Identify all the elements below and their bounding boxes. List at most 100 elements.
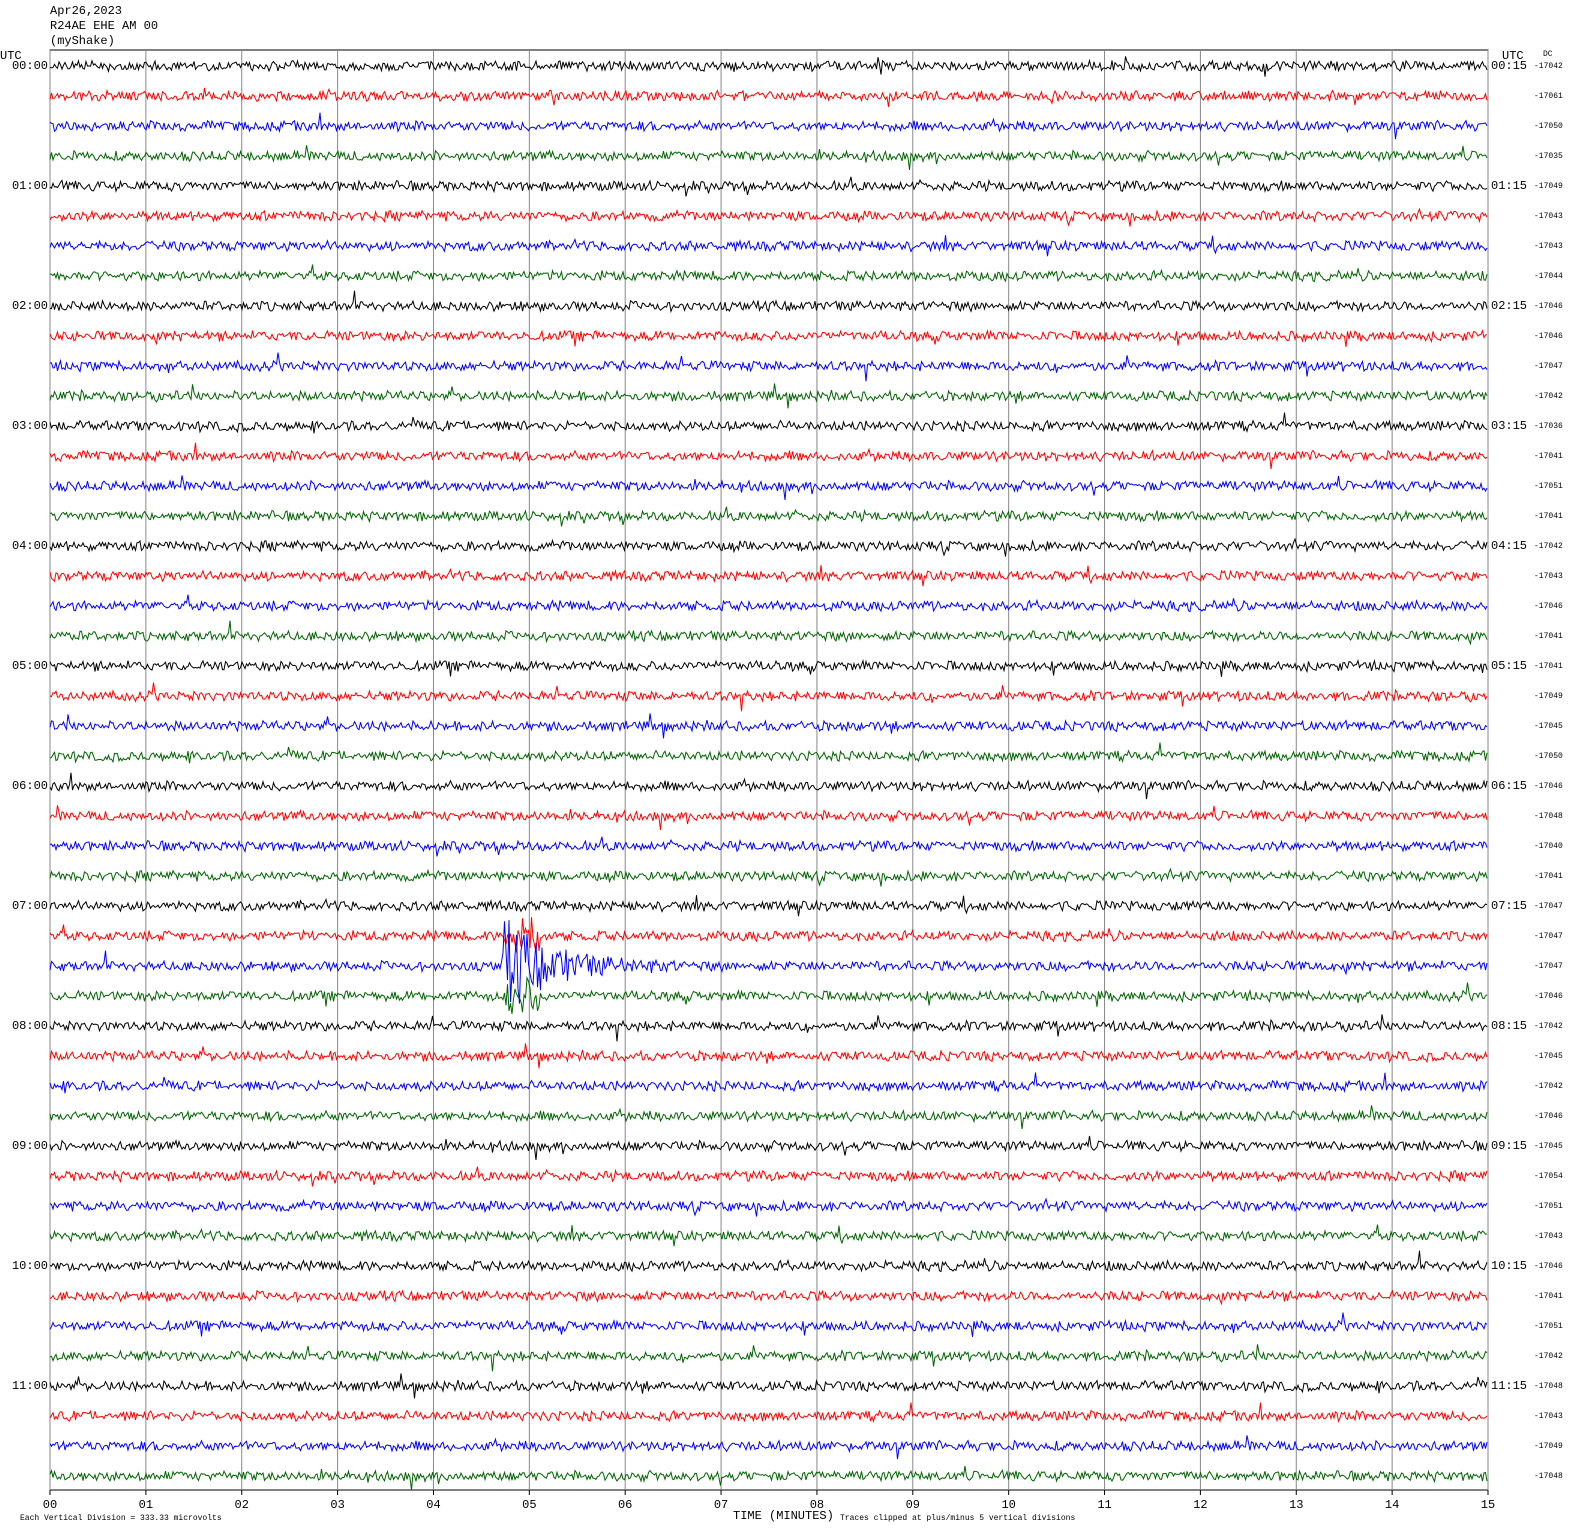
dc-value: -17048 — [1534, 1382, 1563, 1391]
trace — [49, 772, 1488, 800]
dc-value: -17041 — [1534, 1292, 1563, 1301]
dc-value: -17050 — [1534, 752, 1563, 761]
trace — [49, 1435, 1488, 1460]
trace — [49, 1344, 1488, 1372]
dc-value: -17046 — [1534, 992, 1563, 1001]
trace — [49, 1014, 1488, 1042]
trace — [49, 895, 1488, 917]
trace — [49, 1224, 1488, 1247]
left-axis-label: UTC — [0, 49, 22, 63]
dc-value: -17047 — [1534, 362, 1563, 371]
x-tick-label: 03 — [330, 1498, 344, 1512]
trace — [49, 475, 1488, 501]
dc-value: -17035 — [1534, 152, 1563, 161]
trace — [49, 917, 1488, 953]
trace — [49, 145, 1488, 171]
x-axis-title: TIME (MINUTES) — [733, 1509, 834, 1523]
dc-value: -17046 — [1534, 332, 1563, 341]
x-tick-label: 02 — [235, 1498, 249, 1512]
trace — [49, 1166, 1488, 1187]
plot-frame — [49, 49, 1489, 1491]
trace — [49, 1312, 1488, 1337]
x-tick-label: 08 — [810, 1498, 824, 1512]
trace — [49, 112, 1488, 140]
trace — [49, 1465, 1488, 1491]
trace — [50, 352, 1488, 382]
x-tick-label: 13 — [1289, 1498, 1303, 1512]
trace — [49, 1402, 1488, 1424]
dc-value: -17041 — [1534, 662, 1563, 671]
right-time-label: 02:15 — [1491, 299, 1527, 313]
dc-value: -17042 — [1534, 1022, 1563, 1031]
trace — [49, 176, 1488, 197]
right-time-label: 08:15 — [1491, 1019, 1527, 1033]
header-network: (myShake) — [50, 34, 115, 48]
trace — [49, 594, 1488, 613]
trace — [49, 264, 1488, 283]
dc-value: -17046 — [1534, 1262, 1563, 1271]
right-axis-label: UTC — [1502, 49, 1524, 63]
trace — [49, 290, 1488, 314]
dc-value: -17046 — [1534, 782, 1563, 791]
right-time-label: 05:15 — [1491, 659, 1527, 673]
trace — [49, 207, 1488, 227]
trace — [49, 329, 1488, 347]
left-time-label: 04:00 — [12, 539, 48, 553]
x-tick-label: 00 — [43, 1498, 57, 1512]
trace — [49, 658, 1488, 677]
dc-value: -17042 — [1534, 1352, 1563, 1361]
left-time-label: 00:00 — [12, 59, 48, 73]
right-time-label: 04:15 — [1491, 539, 1527, 553]
dc-value: -17051 — [1534, 1202, 1563, 1211]
x-tick-label: 15 — [1481, 1498, 1495, 1512]
dc-value: -17036 — [1534, 422, 1563, 431]
x-tick-label: 09 — [906, 1498, 920, 1512]
header-station: R24AE EHE AM 00 — [50, 19, 158, 33]
dc-value: -17041 — [1534, 872, 1563, 881]
dc-value: -17043 — [1534, 1412, 1563, 1421]
right-time-label: 00:15 — [1491, 59, 1527, 73]
x-tick-label: 07 — [714, 1498, 728, 1512]
dc-value: -17049 — [1534, 1442, 1563, 1451]
left-time-label: 08:00 — [12, 1019, 48, 1033]
dc-value: -17041 — [1534, 452, 1563, 461]
left-time-label: 01:00 — [12, 179, 48, 193]
dc-value: -17042 — [1534, 1082, 1563, 1091]
dc-value: -17051 — [1534, 1322, 1563, 1331]
trace — [49, 1105, 1488, 1130]
right-time-label: 03:15 — [1491, 419, 1527, 433]
trace — [49, 506, 1488, 527]
clip-note: Traces clipped at plus/minus 5 vertical … — [840, 1514, 1075, 1523]
trace — [49, 412, 1488, 434]
x-tick-label: 11 — [1097, 1498, 1111, 1512]
dc-value: -17042 — [1534, 392, 1563, 401]
header-date: Apr26,2023 — [50, 4, 122, 18]
dc-value: -17042 — [1534, 62, 1563, 71]
trace — [49, 620, 1488, 646]
left-time-label: 10:00 — [12, 1259, 48, 1273]
dc-value: -17041 — [1534, 512, 1563, 521]
trace — [49, 920, 1488, 1004]
right-time-label: 09:15 — [1491, 1139, 1527, 1153]
trace — [49, 87, 1488, 108]
x-tick-label: 05 — [522, 1498, 536, 1512]
dc-value: -17043 — [1534, 242, 1563, 251]
dc-value: -17043 — [1534, 1232, 1563, 1241]
dc-value: -17047 — [1534, 902, 1563, 911]
dc-value: -17054 — [1534, 1172, 1563, 1181]
left-time-label: 02:00 — [12, 299, 48, 313]
trace — [49, 383, 1488, 409]
dc-value: -17045 — [1534, 1142, 1563, 1151]
dc-value: -17048 — [1534, 1472, 1563, 1481]
trace — [49, 682, 1488, 712]
dc-value: -17043 — [1534, 572, 1563, 581]
trace — [49, 713, 1488, 739]
dc-value: -17046 — [1534, 1112, 1563, 1121]
scale-note: Each Vertical Division = 333.33 microvol… — [20, 1514, 222, 1523]
trace — [49, 742, 1488, 764]
dc-value: -17061 — [1534, 92, 1563, 101]
dc-value: -17050 — [1534, 122, 1563, 131]
left-time-label: 05:00 — [12, 659, 48, 673]
dc-value: -17048 — [1534, 812, 1563, 821]
